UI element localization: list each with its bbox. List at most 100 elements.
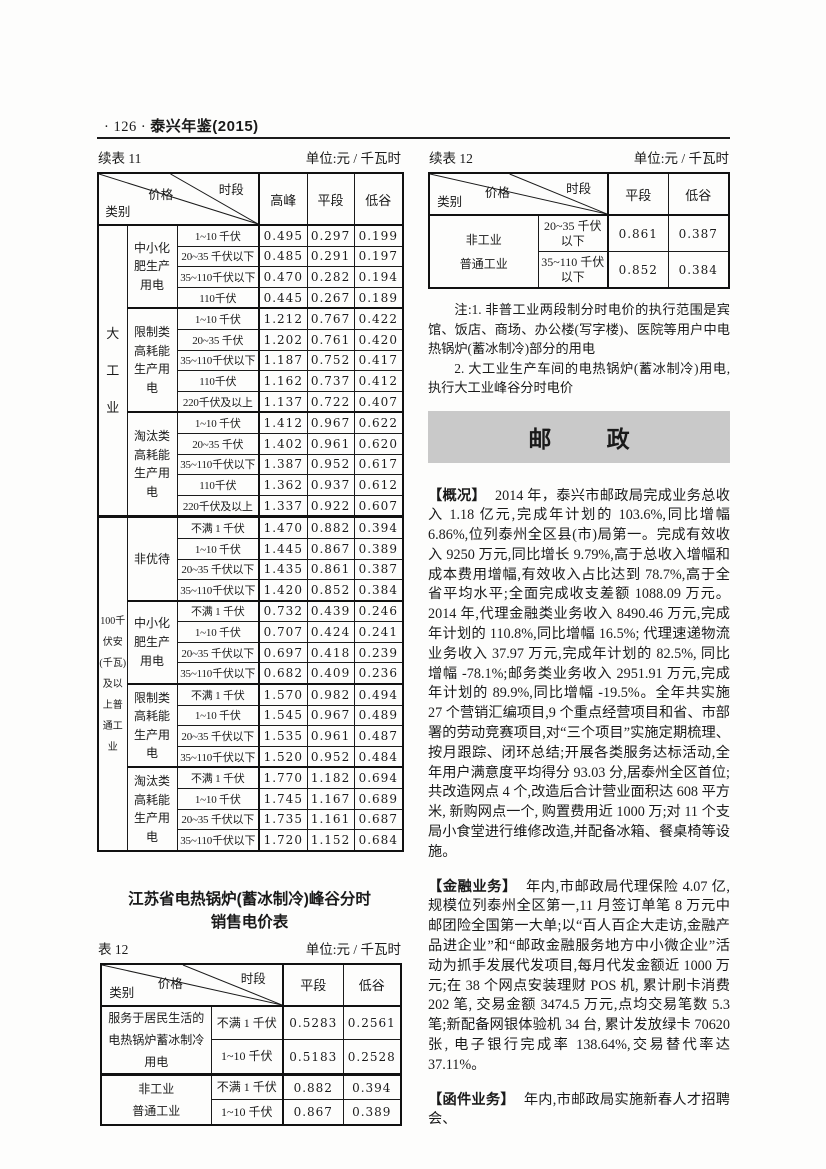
price-value-cell: 0.485	[258, 245, 308, 268]
price-value-cell: 0.394	[353, 515, 404, 539]
voltage-tier-cell: 1~10 千伏	[210, 1039, 284, 1075]
table-row: 20~35 千伏以下 1.435 0.861 0.387	[98, 558, 404, 581]
price-value-cell: 0.2528	[342, 1039, 402, 1075]
table12cont-caption-row: 续表 12 单位:元 / 千瓦时	[428, 150, 730, 167]
table12-title: 江苏省电热锅炉(蓄冰制冷)峰谷分时 销售电价表	[128, 890, 371, 931]
price-value-cell: 0.861	[306, 558, 355, 581]
yearbook-title: 泰兴年鉴(2015)	[150, 118, 259, 135]
category-label-cell: 非工业 普通工业	[428, 214, 539, 289]
category-label-cell: 非工业 普通工业	[100, 1072, 212, 1126]
category-label-cell: 非优待	[126, 515, 178, 602]
price-value-cell: 0.236	[353, 662, 404, 685]
price-value-cell: 1.167	[306, 788, 355, 810]
price-value-cell: 1.520	[258, 745, 308, 768]
voltage-tier-cell: 35~110 千伏 以下	[537, 251, 609, 289]
price-value-cell: 0.484	[353, 745, 404, 768]
column-header: 低谷	[353, 172, 404, 226]
price-value-cell: 0.732	[258, 599, 308, 623]
diagonal-label-shiduan: 时段	[566, 181, 592, 196]
voltage-tier-cell: 1~10 千伏	[176, 224, 261, 247]
price-value-cell: 0.439	[306, 599, 355, 623]
voltage-tier-cell: 20~35 千伏以下	[176, 808, 261, 831]
table-body: 非工业 普通工业 20~35 千伏 以下 0.861 0.387 35~110 千伏 以…	[428, 214, 730, 289]
voltage-tier-cell: 20~35 千伏以下	[176, 641, 261, 664]
price-value-cell: 1.162	[258, 370, 308, 392]
table-row: 110千伏 1.162 0.737 0.412	[98, 370, 404, 392]
price-value-cell: 0.189	[353, 286, 404, 309]
table-row: 35~110千伏以下 1.420 0.852 0.384	[98, 579, 404, 602]
price-value-cell: 1.770	[258, 766, 308, 790]
price-value-cell: 1.161	[306, 808, 355, 831]
price-value-cell: 0.952	[306, 745, 355, 768]
price-value-cell: 0.852	[607, 251, 669, 289]
price-value-cell: 1.337	[258, 494, 308, 518]
header-rule	[97, 137, 730, 139]
diagonal-label-jiage: 价格	[148, 188, 174, 202]
article-mail-label: 【函件业务】	[428, 1091, 515, 1108]
category-label-cell: 中小化肥生产用电	[126, 599, 178, 685]
price-value-cell: 1.187	[258, 349, 308, 372]
voltage-tier-cell: 1~10 千伏	[176, 621, 261, 643]
price-value-cell: 1.735	[258, 808, 308, 831]
voltage-tier-cell: 不满 1 千伏	[176, 515, 261, 539]
table-row: 淘汰类高耗能生产用电 不满 1 千伏 1.770 1.182 0.694	[98, 766, 404, 852]
price-value-cell: 0.445	[258, 286, 308, 309]
price-table-12-continued: 时段 价格 类别 平段 低谷 非工业 普通工业 20~35 千伏 以下 0.861 0.387 3…	[428, 172, 730, 289]
voltage-tier-cell: 不满 1 千伏	[176, 683, 261, 706]
table12cont-caption: 续表 12	[429, 151, 473, 166]
category-label-cell: 限制类高耗能生产用电	[126, 307, 178, 413]
table-row: 中小化肥生产用电 不满 1 千伏 0.732 0.439 0.246	[98, 599, 404, 685]
voltage-tier-cell: 35~110千伏以下	[176, 453, 261, 476]
price-value-cell: 0.424	[306, 621, 355, 643]
left-column: 续表 11 单位:元 / 千瓦时 时段 价格 类别 高峰 平段 低谷 大工业 中小化肥生产用电…	[97, 150, 405, 1126]
table-row: 限制类高耗能生产用电 1~10 千伏 1.212 0.767 0.422	[98, 307, 404, 413]
table-row: 1~10 千伏 0.5183 0.2528	[101, 1039, 402, 1075]
voltage-tier-cell: 不满 1 千伏	[210, 1072, 284, 1101]
category-label-cell: 淘汰类高耗能生产用电	[126, 411, 178, 518]
article-finance-label: 【金融业务】	[428, 878, 517, 895]
page-header: · 126 · 泰兴年鉴(2015)	[104, 115, 259, 136]
price-value-cell: 0.412	[353, 370, 404, 392]
diagonal-label-leibie: 类别	[105, 204, 131, 219]
price-value-cell: 0.420	[353, 328, 404, 351]
table-row: 20~35 千伏 1.402 0.961 0.620	[98, 432, 404, 455]
price-value-cell: 0.882	[306, 515, 355, 539]
voltage-tier-cell: 220千伏及以上	[176, 390, 261, 413]
diagonal-lines	[430, 174, 607, 214]
table-body: 大工业 中小化肥生产用电 1~10 千伏 0.495 0.297 0.199 20~35 千…	[97, 224, 404, 852]
articles: 【概况】 2014 年，泰兴市邮政局完成业务总收入 1.18 亿元,完成年计划的 …	[428, 487, 730, 1131]
table12-unit: 单位:元 / 千瓦时	[305, 941, 401, 957]
price-value-cell: 0.737	[306, 370, 355, 392]
voltage-tier-cell: 1~10 千伏	[210, 1099, 284, 1126]
table-body: 服务于居民生活的电热锅炉蓄冰制冷用电 不满 1 千伏 0.5283 0.2561 1~1…	[100, 1005, 402, 1126]
table-header-diagonal-cell: 时段 价格 类别	[100, 963, 284, 1007]
voltage-tier-cell: 20~35 千伏以下	[176, 725, 261, 747]
voltage-tier-cell: 110千伏	[176, 286, 261, 309]
article-overview: 【概况】 2014 年，泰兴市邮政局完成业务总收入 1.18 亿元,完成年计划的 …	[428, 487, 730, 863]
price-value-cell: 0.394	[342, 1072, 402, 1101]
table-header-row: 时段 价格 类别 高峰 平段 低谷	[97, 172, 404, 226]
price-value-cell: 0.922	[306, 494, 355, 518]
voltage-tier-cell: 20~35 千伏	[176, 328, 261, 351]
price-value-cell: 0.882	[282, 1072, 344, 1101]
price-value-cell: 0.967	[306, 704, 355, 727]
table-row: 非工业 普通工业 不满 1 千伏 0.882 0.394	[100, 1072, 402, 1126]
price-value-cell: 0.861	[607, 214, 669, 252]
price-value-cell: 0.197	[353, 245, 404, 268]
table11-unit: 单位:元 / 千瓦时	[305, 151, 401, 166]
price-value-cell: 0.620	[353, 432, 404, 455]
price-value-cell: 0.684	[353, 829, 404, 852]
price-value-cell: 0.267	[306, 286, 355, 309]
price-value-cell: 1.435	[258, 558, 308, 581]
price-table-12: 时段 价格 类别 平段 低谷 服务于居民生活的电热锅炉蓄冰制冷用电 不满 1 千伏 0.528…	[100, 962, 402, 1126]
price-value-cell: 0.867	[282, 1099, 344, 1126]
price-value-cell: 0.194	[353, 266, 404, 288]
price-value-cell: 0.387	[353, 558, 404, 581]
price-value-cell: 0.417	[353, 349, 404, 372]
price-value-cell: 0.617	[353, 453, 404, 476]
table-row: 35~110 千伏 以下 0.852 0.384	[429, 251, 730, 289]
voltage-tier-cell: 35~110千伏以下	[176, 745, 261, 768]
price-value-cell: 0.607	[353, 494, 404, 518]
column-header: 平段	[306, 172, 355, 226]
price-value-cell: 0.387	[667, 214, 730, 252]
